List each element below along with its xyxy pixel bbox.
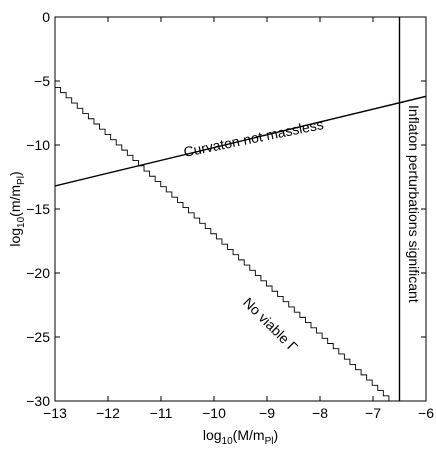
x-axis-title-close: ) [273, 427, 278, 443]
x-axis-title: log10(M/mPl) [203, 427, 278, 447]
y-tick-label: −25 [26, 329, 50, 345]
y-tick-label: −15 [26, 201, 50, 217]
x-tick-label: −13 [43, 405, 67, 421]
x-tick-label: −7 [365, 405, 381, 421]
x-tick-label: −11 [150, 405, 173, 421]
ticks-layer: −13 −12 −11 −10 −9 −8 −7 −6 0 −5 −10 −15 −20 −25 −30 [26, 9, 434, 421]
x-axis-title-prefix: log [203, 427, 222, 443]
annotation-2: No viable Γ [240, 294, 301, 355]
x-tick-label: −8 [312, 405, 328, 421]
series-line-2 [55, 86, 390, 401]
y-tick-label: 0 [42, 9, 50, 25]
x-tick-label: −9 [259, 405, 275, 421]
x-tick-label: −10 [202, 405, 226, 421]
plot-frame [54, 16, 427, 402]
y-tick-label: −5 [34, 73, 50, 89]
y-tick-label: −30 [26, 393, 50, 409]
y-axis-title: log10(m/mPl) [7, 171, 27, 246]
y-axis-title-prefix-sub: 10 [16, 216, 27, 228]
y-axis-title-prefix: log [7, 228, 23, 247]
y-axis-title-close: ) [7, 171, 23, 176]
y-tick-label: −10 [26, 137, 50, 153]
annotation-3: Inflaton perturbations significant [406, 105, 422, 303]
x-axis-title-main: (M/m [233, 427, 265, 443]
x-axis-title-prefix-sub: 10 [222, 436, 234, 447]
annotation-1: Curvaton not massless [182, 116, 325, 160]
y-axis-title-sub: Pl [16, 176, 27, 185]
x-tick-label: −12 [96, 405, 120, 421]
series-line-1 [55, 95, 426, 187]
y-tick-label: −20 [26, 265, 50, 281]
plot-content [55, 17, 426, 401]
x-tick-label: −6 [418, 405, 434, 421]
x-axis-title-sub: Pl [265, 436, 274, 447]
y-axis-title-main: (m/m [7, 185, 23, 217]
